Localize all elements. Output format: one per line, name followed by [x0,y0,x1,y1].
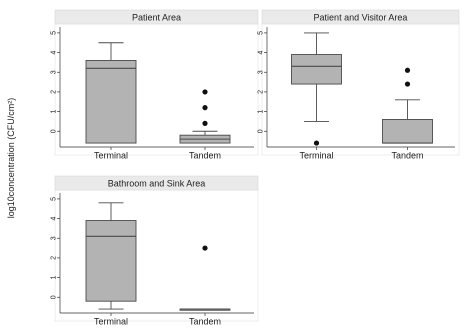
y-tick-label: 3 [51,236,58,240]
outlier-point [405,81,410,86]
outlier-point [405,68,410,73]
box-tandem: Tandem [180,245,230,326]
y-tick-label: 0 [258,129,265,133]
y-axis-label: log10concentration (CFU/cm²) [6,98,16,219]
box-terminal: Terminal [86,43,136,161]
x-tick-label: Terminal [299,151,333,161]
panel-1: Patient Area 0 1 2 3 4 5 Terminal Tandem [51,10,259,161]
outlier-point [202,121,207,126]
panel-3: Bathroom and Sink Area 0 1 2 3 4 5 Terminal Tand… [51,176,259,327]
box-iqr [86,221,136,302]
y-tick-label: 4 [258,51,265,55]
panel-title: Patient and Visitor Area [314,13,408,23]
panel-2: Patient and Visitor Area 0 1 2 3 4 5 Terminal Ta… [258,10,460,161]
box-tandem: Tandem [180,89,230,160]
box-iqr [292,55,342,85]
box-tandem: Tandem [383,68,433,161]
y-tick-label: 5 [258,31,265,35]
panel-title: Bathroom and Sink Area [108,179,206,189]
y-tick-label: 3 [51,70,58,74]
y-tick-label: 3 [258,70,265,74]
box-terminal: Terminal [292,33,342,161]
y-tick-label: 1 [51,276,58,280]
panel-title: Patient Area [132,13,181,23]
outlier-point [202,245,207,250]
y-tick-label: 5 [51,197,58,201]
box-iqr [86,60,136,143]
x-tick-label: Tandem [391,151,423,161]
panel-frame [55,190,258,321]
y-tick-label: 2 [51,90,58,94]
x-tick-label: Terminal [94,151,128,161]
x-tick-label: Tandem [189,151,221,161]
outlier-point [202,89,207,94]
y-tick-label: 0 [51,295,58,299]
outlier-point [202,105,207,110]
x-tick-label: Terminal [94,317,128,327]
y-tick-label: 2 [51,256,58,260]
y-tick-label: 1 [258,110,265,114]
y-tick-label: 4 [51,51,58,55]
y-tick-label: 1 [51,110,58,114]
y-tick-label: 5 [51,31,58,35]
y-tick-label: 2 [258,90,265,94]
outlier-point [314,140,319,145]
box-iqr [383,119,433,143]
x-tick-label: Tandem [189,317,221,327]
box-terminal: Terminal [86,203,136,327]
y-tick-label: 0 [51,129,58,133]
y-tick-label: 4 [51,217,58,221]
